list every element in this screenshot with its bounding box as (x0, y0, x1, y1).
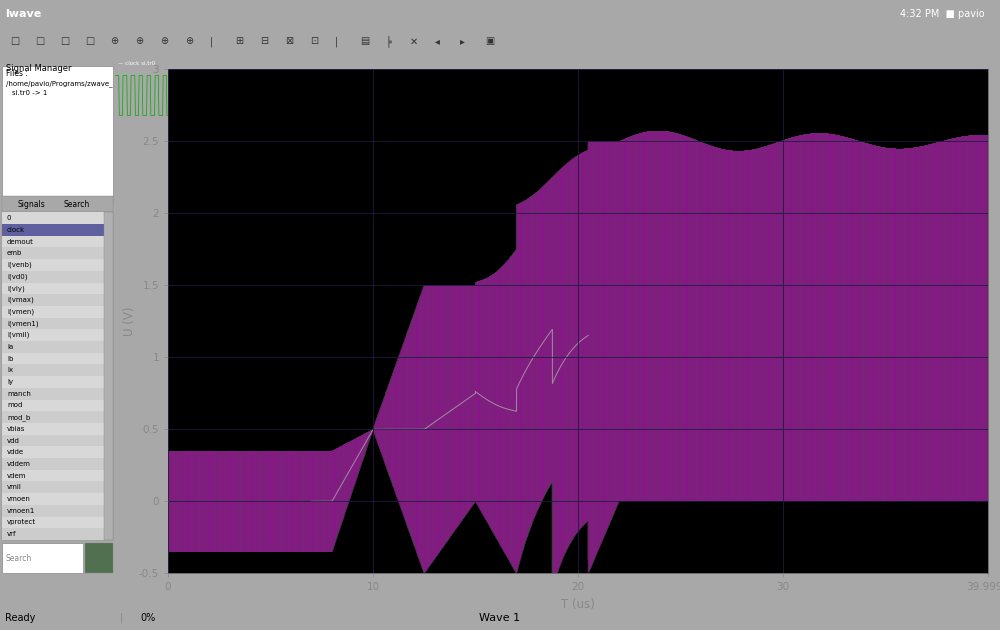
Text: ⊠: ⊠ (285, 37, 293, 46)
Text: ly: ly (7, 379, 13, 385)
Text: ✕: ✕ (410, 37, 418, 46)
Bar (2, 505, 104, 517)
Text: ⊟: ⊟ (260, 37, 268, 46)
Text: □: □ (35, 37, 44, 46)
Text: vddem: vddem (7, 461, 31, 467)
Bar (2, 411, 104, 423)
Bar (2, 470, 104, 481)
Text: lb: lb (7, 355, 13, 362)
Bar (2, 542, 83, 573)
Text: i(vmen): i(vmen) (7, 309, 34, 315)
Bar (2, 529, 104, 540)
Bar (85, 542, 113, 573)
Text: i(vly): i(vly) (7, 285, 25, 292)
Text: emb: emb (7, 250, 22, 256)
Bar (2, 341, 104, 353)
Bar (2, 329, 104, 341)
Text: 0: 0 (7, 215, 11, 221)
Bar (2, 399, 104, 411)
Text: Search: Search (63, 200, 90, 209)
Text: ▣: ▣ (485, 37, 494, 46)
Text: ╞: ╞ (385, 35, 391, 47)
Text: si.tr0 -> 1: si.tr0 -> 1 (12, 89, 47, 96)
Text: □: □ (60, 37, 69, 46)
Y-axis label: U (V): U (V) (123, 307, 136, 336)
Bar (104, 212, 113, 540)
Text: vmil: vmil (7, 484, 22, 490)
Bar (2, 271, 104, 283)
Text: i(vmil): i(vmil) (7, 332, 29, 338)
Text: Signals: Signals (17, 200, 45, 209)
Bar (2, 365, 104, 376)
Text: |: | (210, 36, 213, 47)
Text: clock: clock (7, 227, 25, 233)
Text: □: □ (85, 37, 94, 46)
Bar (2, 388, 104, 399)
Bar (2, 481, 104, 493)
Bar (2, 196, 113, 212)
Text: ⊕: ⊕ (185, 37, 193, 46)
Text: /home/pavio/Programs/zwave_: /home/pavio/Programs/zwave_ (6, 80, 112, 87)
Text: i(venb): i(venb) (7, 262, 32, 268)
Text: manch: manch (7, 391, 31, 397)
Text: vdd: vdd (7, 437, 20, 444)
Text: ⊡: ⊡ (310, 37, 318, 46)
Text: ◂: ◂ (435, 37, 440, 46)
Text: ⊕: ⊕ (160, 37, 168, 46)
Bar (2, 435, 104, 447)
Bar (2, 224, 104, 236)
Text: ▸: ▸ (460, 37, 465, 46)
Text: ⊕: ⊕ (135, 37, 143, 46)
Bar (2, 517, 104, 529)
Bar (2, 318, 104, 329)
Text: 0%: 0% (140, 613, 155, 623)
Text: vdem: vdem (7, 472, 26, 479)
Bar (2, 458, 104, 470)
Text: i(vd0): i(vd0) (7, 273, 27, 280)
Text: Wave 1: Wave 1 (479, 613, 521, 623)
Bar (2, 294, 104, 306)
Text: Signal Manager: Signal Manager (6, 64, 71, 72)
Bar (2, 212, 113, 540)
Bar (2, 423, 104, 435)
Text: ⊞: ⊞ (235, 37, 243, 46)
Bar (2, 376, 104, 388)
Text: mod_b: mod_b (7, 414, 30, 420)
Text: Files :: Files : (6, 69, 28, 78)
Bar (2, 259, 104, 271)
Text: la: la (7, 344, 13, 350)
Text: i(vmen1): i(vmen1) (7, 320, 39, 327)
Text: |: | (120, 613, 123, 623)
Text: |: | (335, 36, 338, 47)
Text: mod: mod (7, 403, 22, 408)
Bar (2, 212, 104, 224)
Bar (2, 447, 104, 458)
Text: vbias: vbias (7, 426, 25, 432)
Bar (2, 236, 104, 248)
Bar (2, 493, 104, 505)
Text: ⊕: ⊕ (110, 37, 118, 46)
Text: 4:32 PM  ■ pavio: 4:32 PM ■ pavio (900, 9, 985, 18)
Text: vrf: vrf (7, 531, 16, 537)
Text: demout: demout (7, 239, 34, 244)
Text: vmoen: vmoen (7, 496, 31, 502)
Text: vprotect: vprotect (7, 519, 36, 525)
Bar (2, 66, 113, 204)
X-axis label: T (us): T (us) (561, 598, 595, 611)
Text: — clock si.tr0: — clock si.tr0 (118, 61, 155, 66)
Text: Ready: Ready (5, 613, 35, 623)
Text: lx: lx (7, 367, 13, 374)
Text: lwave: lwave (5, 9, 41, 18)
Text: ▤: ▤ (360, 37, 369, 46)
Text: vmoen1: vmoen1 (7, 508, 35, 513)
Bar (2, 306, 104, 318)
Text: □: □ (10, 37, 19, 46)
Bar (2, 248, 104, 259)
Bar (2, 283, 104, 294)
Text: vdde: vdde (7, 449, 24, 455)
Bar (2, 353, 104, 365)
Text: i(vmax): i(vmax) (7, 297, 34, 304)
Text: Search: Search (6, 554, 32, 563)
